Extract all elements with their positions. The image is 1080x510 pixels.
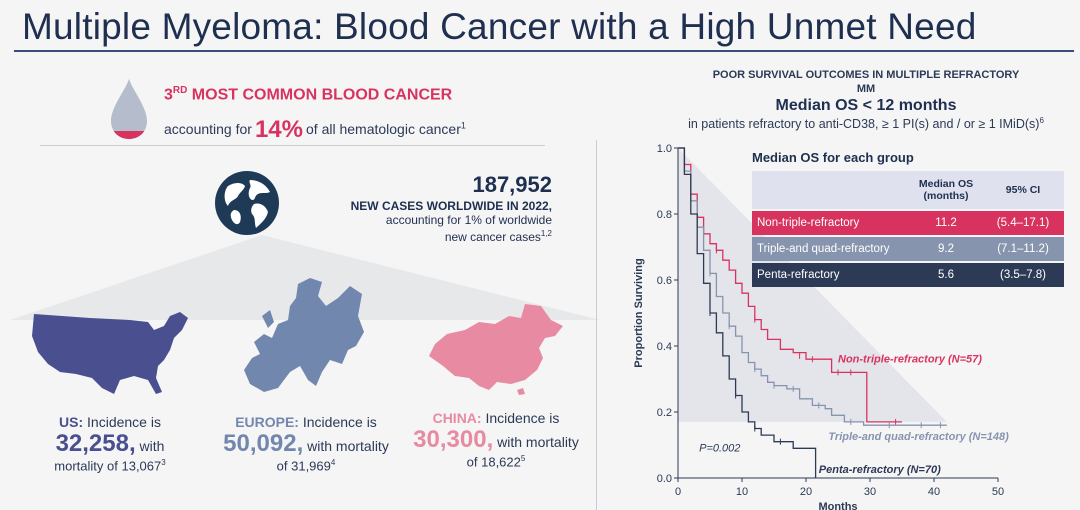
panel-divider: [596, 140, 597, 510]
title-divider: [14, 50, 1074, 52]
new-cases-number: 187,952: [472, 172, 552, 197]
globe-icon: [215, 171, 279, 235]
page-title: Multiple Myeloma: Blood Cancer with a Hi…: [22, 6, 977, 47]
left-divider: [40, 145, 545, 146]
median-os-table: Median OS for each group Median OS (month…: [752, 150, 1064, 287]
x-tick-label: 0: [675, 486, 681, 498]
us-stats: US: Incidence is 32,258, with mortality …: [54, 414, 166, 474]
europe-map: [244, 278, 364, 392]
survival-headline: Median OS < 12 months: [775, 97, 957, 114]
series-label: Penta-refractory (N=70): [819, 464, 941, 476]
p-value-annotation: P=0.002: [699, 443, 740, 455]
y-tick-label: 0.2: [657, 407, 672, 419]
europe-incidence: 50,092,: [223, 430, 304, 457]
europe-stats: EUROPE: Incidence is 50,092, with mortal…: [223, 414, 389, 474]
series-line-1: [678, 147, 947, 426]
new-cases-note: accounting for 1% of worldwide new cancer…: [385, 213, 552, 244]
y-axis-label: Proportion Surviving: [633, 258, 645, 367]
china-incidence: 30,300,: [413, 426, 494, 453]
us-map: [32, 312, 188, 394]
table-row: Triple-and quad-refractory 9.2 (7.1–11.2): [752, 237, 1064, 261]
series-label: Non-triple-refractory (N=57): [838, 354, 982, 366]
x-tick-label: 50: [992, 486, 1004, 498]
series-label: Triple-and quad-refractory (N=148): [828, 431, 1009, 443]
x-tick-label: 40: [928, 486, 940, 498]
table-header: Median OS (months) 95% CI: [752, 171, 1064, 209]
y-tick-label: 0.6: [657, 275, 672, 287]
x-tick-label: 10: [736, 486, 748, 498]
us-incidence: 32,258,: [55, 430, 136, 457]
x-tick-label: 30: [864, 486, 876, 498]
series-line-2: [678, 147, 817, 478]
table-title: Median OS for each group: [752, 150, 914, 165]
y-tick-label: 1.0: [657, 143, 672, 155]
y-tick-label: 0.4: [657, 341, 672, 353]
rank-subtext: accounting for 14% of all hematologic canc…: [164, 116, 466, 143]
china-map: [429, 304, 563, 395]
series-line-0: [678, 147, 902, 423]
x-axis-label: Months: [818, 501, 857, 510]
x-tick-label: 20: [800, 486, 812, 498]
table-row: Penta-refractory 5.6 (3.5–7.8): [752, 263, 1064, 287]
y-tick-label: 0.8: [657, 209, 672, 221]
survival-subline: in patients refractory to anti-CD38, ≥ 1…: [688, 116, 1044, 132]
share-value: 14%: [254, 116, 303, 143]
table-row: Non-triple-refractory 11.2 (5.4–17.1): [752, 211, 1064, 235]
survival-header: POOR SURVIVAL OUTCOMES IN MULTIPLE REFRA…: [712, 69, 1020, 95]
rank-heading: 3RD MOST COMMON BLOOD CANCER: [164, 85, 453, 104]
new-cases-label: NEW CASES WORLDWIDE IN 2022,: [350, 199, 552, 213]
blood-drop-icon: [111, 79, 147, 139]
y-tick-label: 0.0: [657, 473, 672, 485]
china-stats: CHINA: Incidence is 30,300, with mortali…: [413, 410, 579, 470]
